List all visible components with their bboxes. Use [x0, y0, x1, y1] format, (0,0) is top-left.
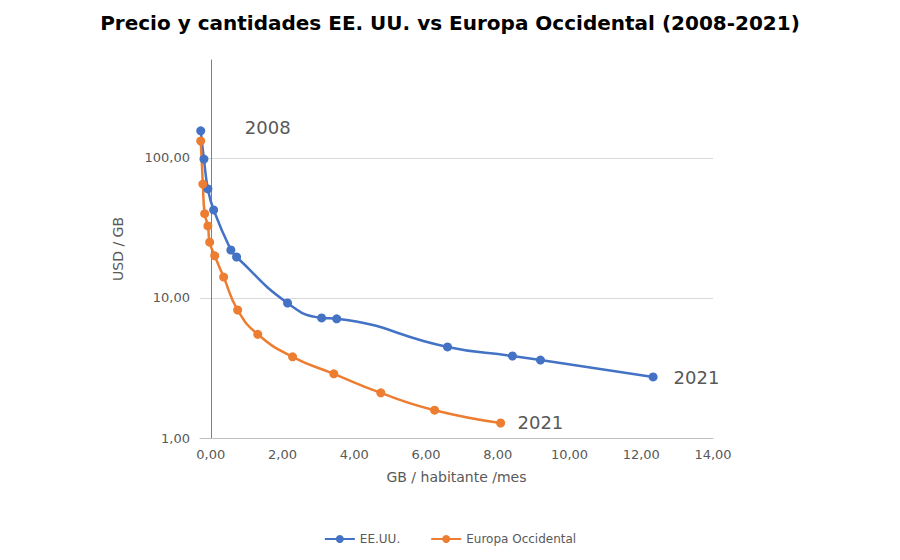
- svg-text:14,00: 14,00: [694, 447, 731, 462]
- svg-text:2021: 2021: [674, 367, 720, 388]
- svg-text:2008: 2008: [245, 117, 291, 138]
- svg-text:12,00: 12,00: [623, 447, 660, 462]
- svg-text:6,00: 6,00: [412, 447, 441, 462]
- svg-text:Europa Occidental: Europa Occidental: [466, 532, 576, 546]
- svg-text:Precio y cantidades EE. UU. vs: Precio y cantidades EE. UU. vs Europa Oc…: [100, 11, 800, 35]
- svg-text:10,00: 10,00: [551, 447, 588, 462]
- svg-text:2,00: 2,00: [268, 447, 297, 462]
- svg-text:2021: 2021: [517, 412, 563, 433]
- svg-text:USD / GB: USD / GB: [110, 217, 126, 281]
- svg-text:8,00: 8,00: [483, 447, 512, 462]
- svg-text:10,00: 10,00: [153, 290, 190, 305]
- svg-text:1,00: 1,00: [161, 431, 190, 446]
- svg-text:GB / habitante /mes: GB / habitante /mes: [386, 469, 526, 485]
- svg-text:0,00: 0,00: [196, 447, 225, 462]
- svg-text:4,00: 4,00: [340, 447, 369, 462]
- svg-text:EE.UU.: EE.UU.: [360, 532, 400, 546]
- svg-text:100,00: 100,00: [145, 150, 191, 165]
